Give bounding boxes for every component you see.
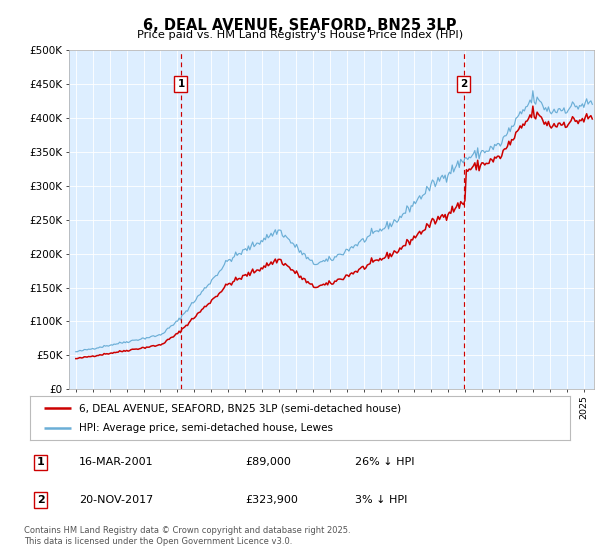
- Text: Price paid vs. HM Land Registry's House Price Index (HPI): Price paid vs. HM Land Registry's House …: [137, 30, 463, 40]
- Text: 6, DEAL AVENUE, SEAFORD, BN25 3LP: 6, DEAL AVENUE, SEAFORD, BN25 3LP: [143, 18, 457, 33]
- Text: 6, DEAL AVENUE, SEAFORD, BN25 3LP (semi-detached house): 6, DEAL AVENUE, SEAFORD, BN25 3LP (semi-…: [79, 403, 401, 413]
- Text: 2: 2: [37, 495, 44, 505]
- Text: Contains HM Land Registry data © Crown copyright and database right 2025.
This d: Contains HM Land Registry data © Crown c…: [24, 526, 350, 546]
- Text: HPI: Average price, semi-detached house, Lewes: HPI: Average price, semi-detached house,…: [79, 423, 332, 433]
- Text: 1: 1: [178, 80, 185, 89]
- Text: £89,000: £89,000: [245, 458, 290, 468]
- Text: 3% ↓ HPI: 3% ↓ HPI: [355, 495, 407, 505]
- Text: 2: 2: [460, 80, 467, 89]
- Text: 16-MAR-2001: 16-MAR-2001: [79, 458, 154, 468]
- Text: 26% ↓ HPI: 26% ↓ HPI: [355, 458, 415, 468]
- Text: 20-NOV-2017: 20-NOV-2017: [79, 495, 154, 505]
- Text: 1: 1: [37, 458, 44, 468]
- Text: £323,900: £323,900: [245, 495, 298, 505]
